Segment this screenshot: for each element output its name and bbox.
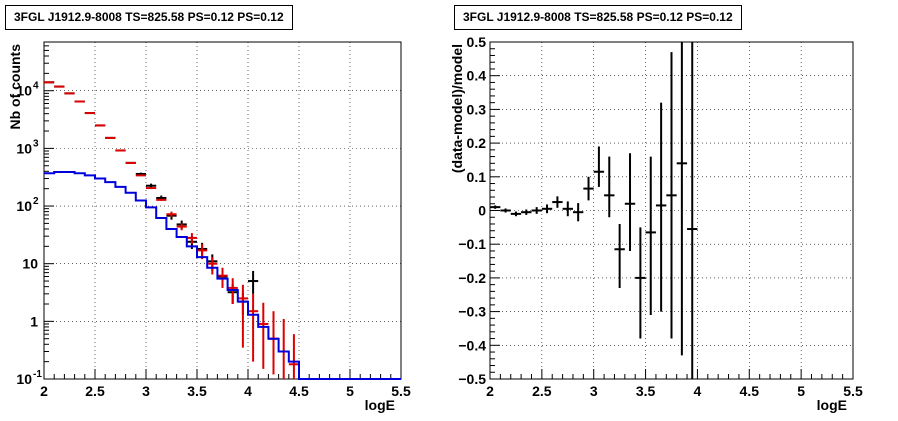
y-tick-exponent: 4 xyxy=(33,81,39,92)
residuals-plot: 2 2.5 3 3.5 4 4.5 5 5.5 −0.5 −0.4 −0.3 −0.2 −0.1 0 0.1… xyxy=(449,34,863,413)
x-tick-label: 5 xyxy=(346,383,354,399)
y-tick-label: 0.2 xyxy=(467,135,487,151)
y-tick-exponent: -1 xyxy=(33,369,42,380)
x-tick-label: 4 xyxy=(694,383,702,399)
y-tick-label: −0.2 xyxy=(458,270,486,286)
y-tick-label: −0.4 xyxy=(458,337,486,353)
x-tick-label: 2 xyxy=(486,383,494,399)
y-tick-label: 0.4 xyxy=(467,68,487,84)
y-tick-label: 1 xyxy=(30,313,38,329)
x-axis-label: logE xyxy=(817,397,847,413)
x-tick-label: 5.5 xyxy=(391,383,411,399)
x-tick-label: 3.5 xyxy=(636,383,656,399)
x-tick-label: 2.5 xyxy=(85,383,105,399)
x-tick-label: 3 xyxy=(142,383,150,399)
x-tick-label: 4 xyxy=(244,383,252,399)
y-tick-label: 0.3 xyxy=(467,101,487,117)
y-tick-label: 10 xyxy=(22,256,38,272)
residuals-plot-title: 3FGL J1912.9-8008 TS=825.58 PS=0.12 PS=0… xyxy=(454,5,742,30)
counts-plot-title: 3FGL J1912.9-8008 TS=825.58 PS=0.12 PS=0… xyxy=(5,5,293,30)
y-tick-exponent: 3 xyxy=(33,138,39,149)
y-tick-label: −0.5 xyxy=(458,371,486,387)
y-axis-label: (data-model)/model xyxy=(449,44,465,173)
y-tick-label: 10 xyxy=(16,198,32,214)
x-tick-label: 2.5 xyxy=(532,383,552,399)
y-tick-label: 0.1 xyxy=(467,169,487,185)
residuals-panel: 2 2.5 3 3.5 4 4.5 5 5.5 −0.5 −0.4 −0.3 −0.2 −0.1 0 0.1… xyxy=(449,0,898,421)
y-tick-label: 10 xyxy=(16,83,32,99)
x-tick-label: 2 xyxy=(40,383,48,399)
y-tick-label: 10 xyxy=(16,371,32,387)
x-tick-label: 4.5 xyxy=(740,383,760,399)
x-tick-label: 4.5 xyxy=(289,383,309,399)
counts-panel: 2 2.5 3 3.5 4 4.5 5 5.5 10 -1 1 10 10 2 10 3 10 4 logE Nb o… xyxy=(5,5,411,413)
plot-frame xyxy=(43,41,402,380)
y-tick-label: −0.3 xyxy=(458,304,486,320)
x-tick-label: 3 xyxy=(590,383,598,399)
y-tick-label: 0 xyxy=(478,203,486,219)
x-tick-label: 5 xyxy=(797,383,805,399)
model-step-line xyxy=(44,170,401,380)
y-tick-label: 0.5 xyxy=(467,34,487,50)
x-tick-label: 3.5 xyxy=(187,383,207,399)
y-axis-label: Nb of counts xyxy=(7,44,23,130)
x-axis-label: logE xyxy=(365,397,395,413)
y-tick-exponent: 2 xyxy=(33,196,39,207)
y-tick-label: −0.1 xyxy=(458,236,486,252)
x-tick-label: 5.5 xyxy=(843,383,863,399)
y-tick-label: 10 xyxy=(16,140,32,156)
